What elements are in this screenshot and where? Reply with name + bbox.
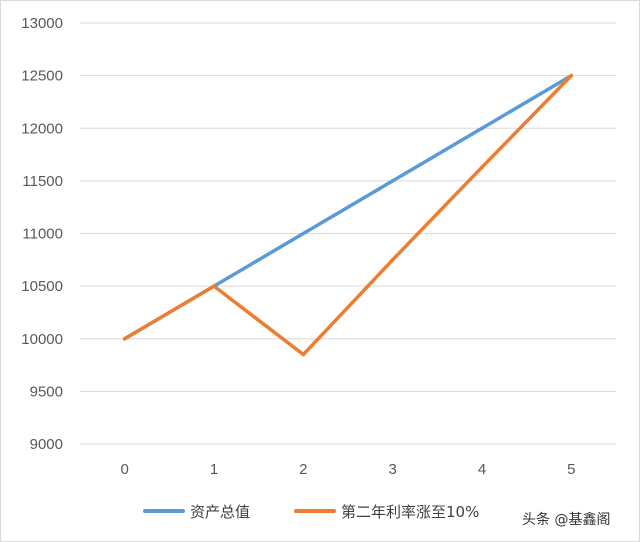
series-1-segment <box>480 73 574 169</box>
x-axis-ticks: 0 1 2 3 4 5 <box>120 461 575 478</box>
legend-item-1[interactable]: 第二年利率涨至10% <box>294 503 479 521</box>
series-1-point <box>301 352 306 357</box>
gridlines <box>80 22 616 445</box>
y-tick-label: 10000 <box>21 331 63 348</box>
series-1-point <box>480 165 484 169</box>
y-tick-label: 11000 <box>22 226 63 243</box>
y-tick-label: 12000 <box>21 120 63 137</box>
y-tick-label: 9500 <box>30 383 63 400</box>
y-tick-label: 9000 <box>30 436 63 453</box>
legend-label-0: 资产总值 <box>190 503 250 521</box>
series-1-segment <box>301 258 395 357</box>
series-1 <box>122 73 574 357</box>
series-0-point <box>301 231 306 236</box>
x-tick-label: 4 <box>478 461 486 478</box>
series-lines <box>122 73 574 357</box>
y-tick-label: 10500 <box>21 278 63 295</box>
series-1-segment <box>212 284 306 357</box>
series-0-segment <box>301 179 395 236</box>
series-1-point <box>122 336 127 341</box>
series-1-point <box>390 258 395 262</box>
legend-item-0[interactable]: 资产总值 <box>143 503 250 521</box>
y-tick-label: 11500 <box>22 173 63 190</box>
legend: 资产总值 第二年利率涨至10% <box>143 503 479 521</box>
series-1-segment <box>390 165 484 262</box>
watermark-text: 头条 @基鑫阁 <box>522 511 610 528</box>
legend-label-1: 第二年利率涨至10% <box>341 503 479 521</box>
x-tick-label: 2 <box>299 461 307 478</box>
y-tick-label: 12500 <box>21 68 63 85</box>
x-tick-label: 1 <box>210 461 218 478</box>
y-axis-ticks: 9000 9500 10000 10500 11000 11500 12000 12500 13… <box>21 15 63 453</box>
x-tick-label: 0 <box>120 461 128 478</box>
series-0-segment <box>480 73 574 130</box>
series-0-point <box>480 126 484 131</box>
series-0-segment <box>390 126 484 183</box>
series-1-segment <box>122 284 216 341</box>
x-tick-label: 5 <box>567 461 575 478</box>
y-tick-label: 13000 <box>21 15 63 32</box>
x-tick-label: 3 <box>388 461 396 478</box>
series-0-point <box>390 179 395 183</box>
series-1-point <box>212 284 216 288</box>
series-0-segment <box>212 231 306 288</box>
series-1-point <box>569 73 574 78</box>
